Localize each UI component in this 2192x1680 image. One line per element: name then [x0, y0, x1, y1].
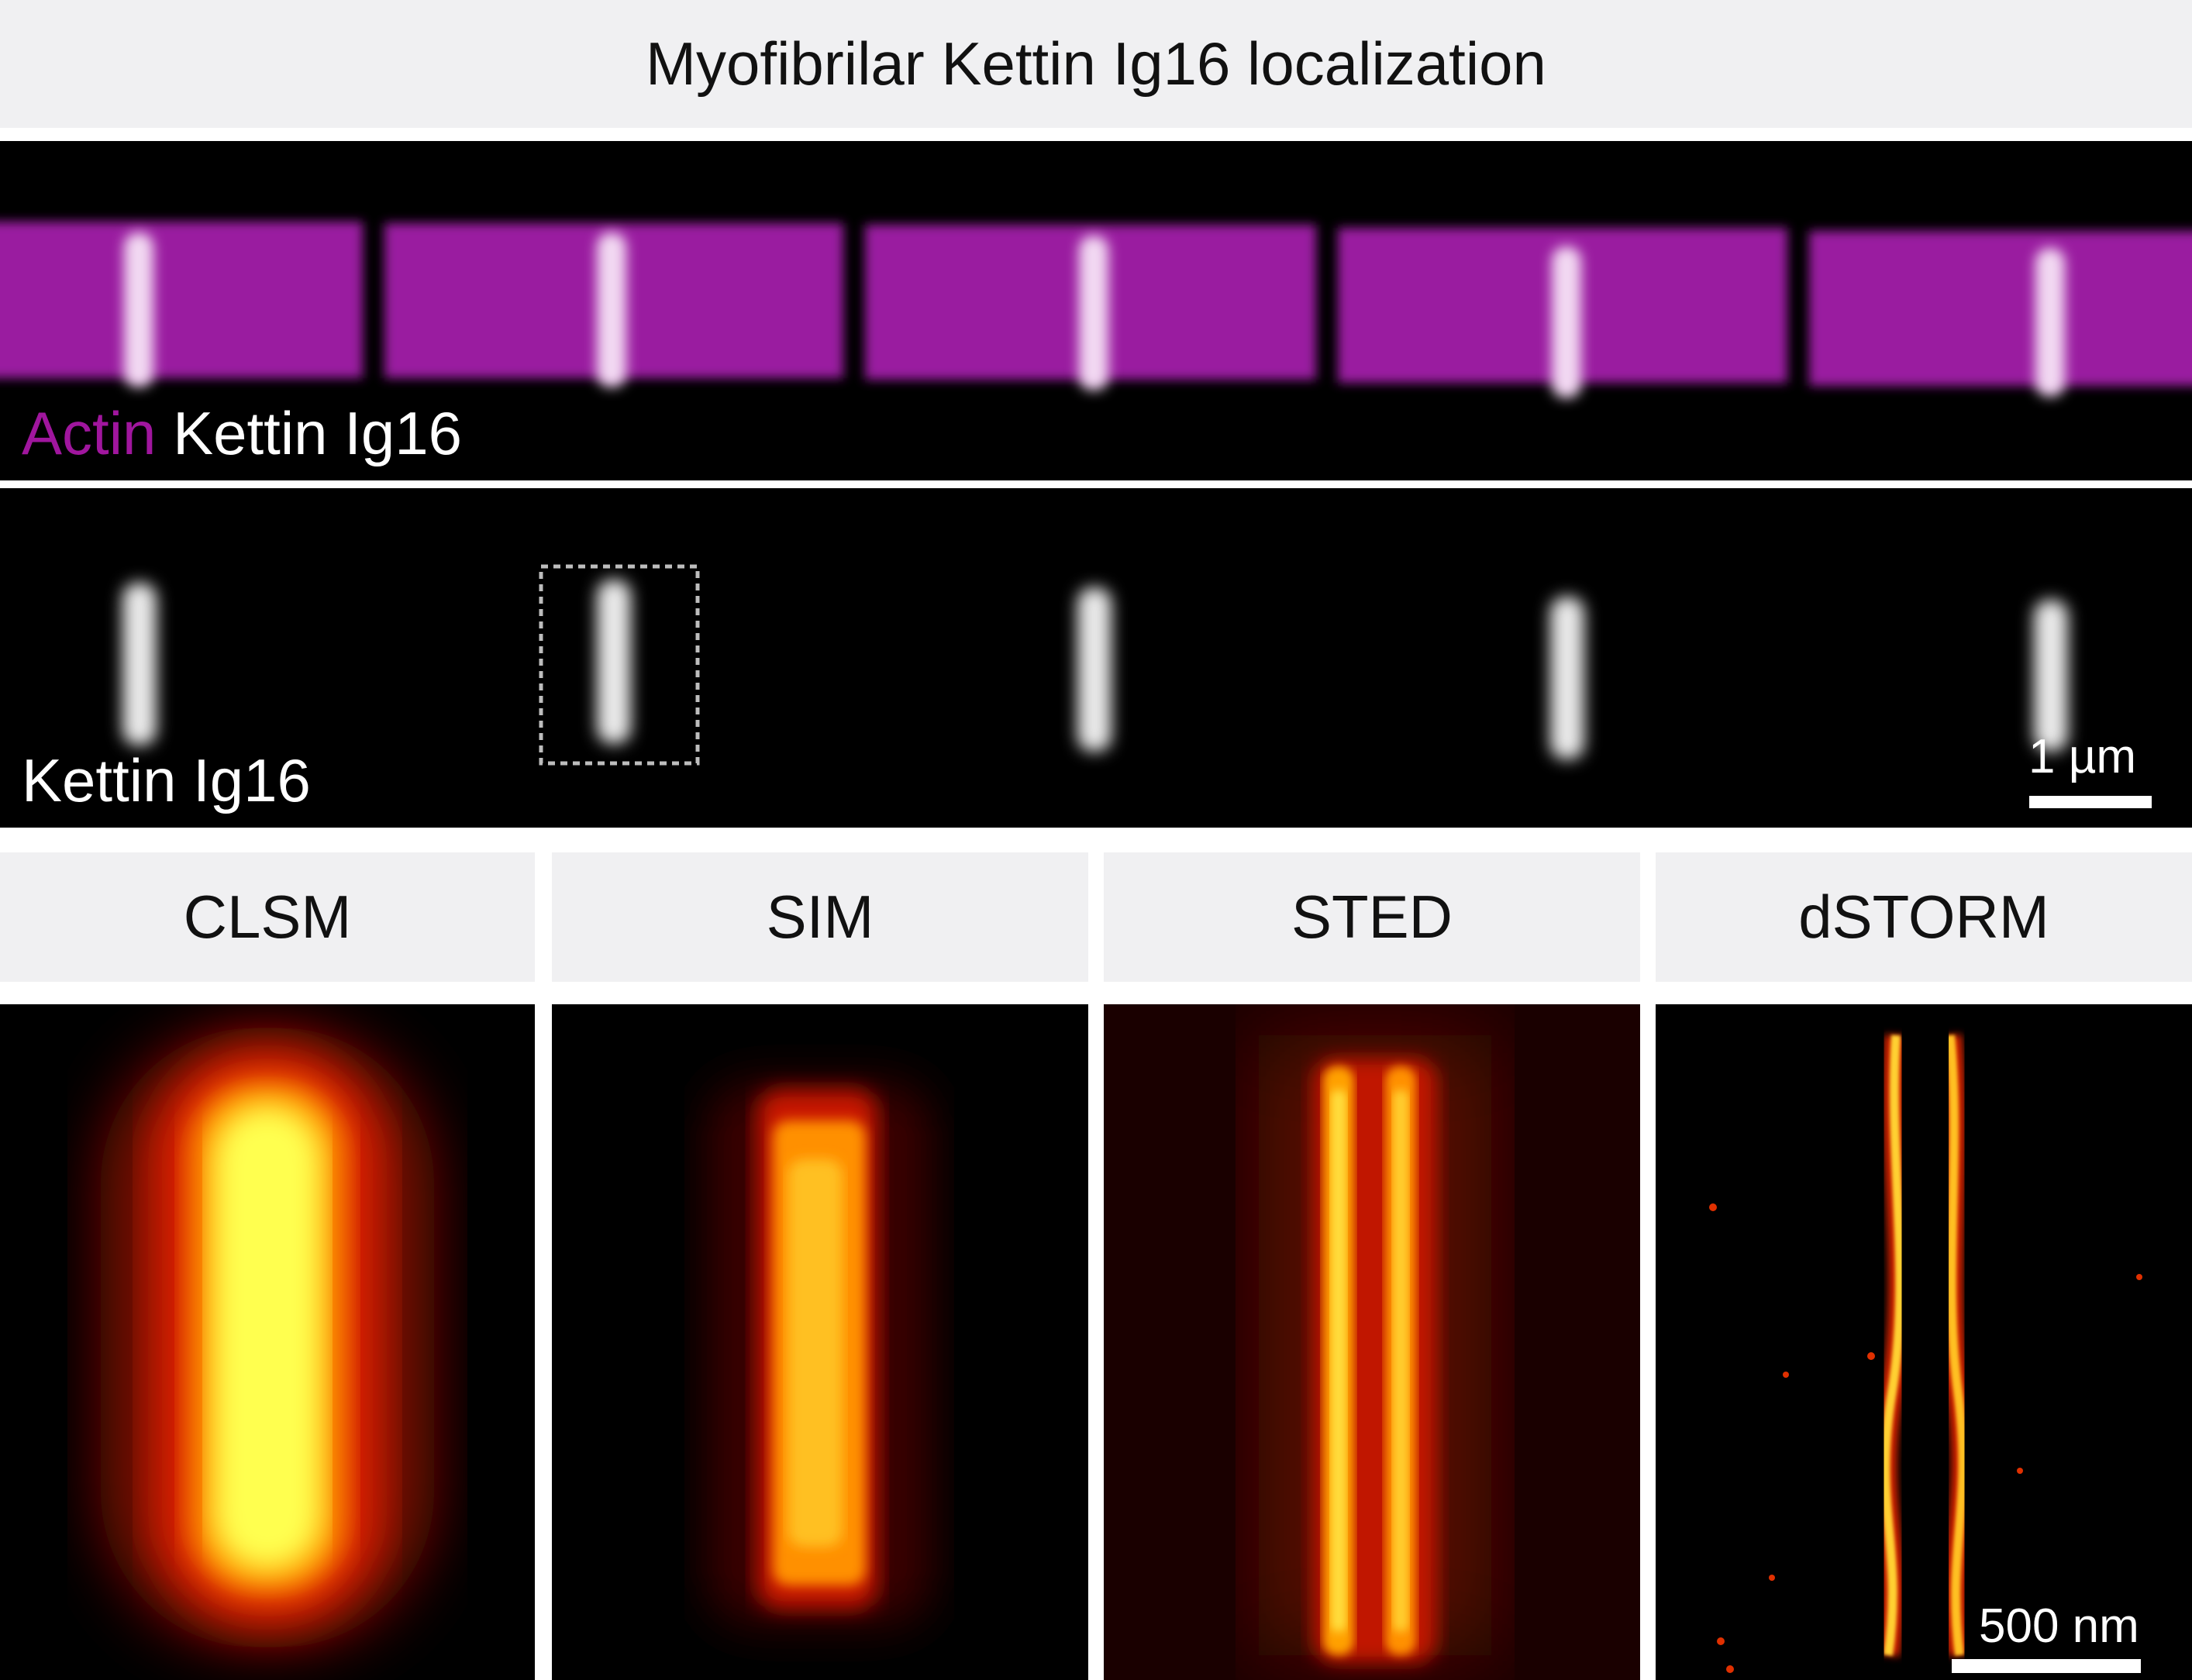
dstorm-spot: [1867, 1352, 1875, 1360]
sim-image: [707, 1082, 932, 1624]
dstorm-spot: [2017, 1468, 2023, 1474]
kettin-image-panel: [0, 488, 2192, 828]
dstorm-spot: [1783, 1372, 1789, 1378]
dstorm-spot: [1726, 1665, 1734, 1673]
method-name: STED: [1291, 883, 1453, 951]
dstorm-image: [1709, 1034, 2142, 1673]
scalebar-label-500nm: 500 nm: [1979, 1599, 2139, 1653]
figure-title: Myofibrilar Kettin Ig16 localization: [0, 0, 2192, 128]
z-disc-band: [597, 232, 626, 387]
figure-title-text: Myofibrilar Kettin Ig16 localization: [646, 29, 1546, 98]
actin-label: Actin: [22, 399, 157, 467]
kettin-band: [1077, 587, 1112, 752]
zoom-region-box: [539, 564, 700, 766]
sarcomere-segment: [0, 222, 363, 378]
method-header-dstorm: dSTORM: [1656, 852, 2192, 982]
overlay-channel-label: Actin Kettin Ig16: [22, 403, 462, 463]
clsm-core: [213, 1105, 322, 1570]
z-disc-band: [2035, 248, 2065, 397]
dstorm-spot: [1769, 1575, 1775, 1581]
kettin-band: [2034, 600, 2068, 752]
kettin-band: [597, 580, 631, 744]
dstorm-spot: [1709, 1203, 1717, 1211]
kettin-channel-label: Kettin Ig16: [22, 746, 311, 814]
method-name: CLSM: [183, 883, 352, 951]
sted-image: [1104, 1004, 1640, 1680]
sted-image-panel: [1104, 1004, 1640, 1680]
method-header-sted: STED: [1104, 852, 1640, 982]
method-header-clsm: CLSM: [0, 852, 535, 982]
scalebar-500nm: [1952, 1659, 2141, 1673]
clsm-image-panel: [0, 1004, 535, 1680]
kettin-label: Kettin Ig16: [173, 399, 463, 467]
overlay-image: [0, 222, 2192, 398]
dstorm-filament-left: [1880, 1035, 1905, 1656]
z-disc-band: [124, 232, 153, 387]
overlay-image-panel: [0, 141, 2192, 480]
scalebar-label-1um: 1 µm: [2028, 730, 2137, 783]
kettin-band: [122, 583, 157, 745]
z-disc-band: [1552, 246, 1581, 398]
method-name: dSTORM: [1798, 883, 2049, 951]
dstorm-spot: [1717, 1637, 1725, 1645]
dstorm-spot: [2136, 1274, 2142, 1280]
method-header-sim: SIM: [552, 852, 1088, 982]
kettin-image: [122, 564, 2068, 766]
scalebar-1um: [2029, 796, 2152, 808]
clsm-image: [101, 1028, 434, 1647]
sarcomere-segment: [1809, 231, 2192, 386]
kettin-band: [1550, 597, 1584, 759]
sim-image-panel: [552, 1004, 1088, 1680]
sted-line-left-core: [1331, 1090, 1346, 1632]
sim-core: [788, 1159, 843, 1547]
dstorm-filament-right: [1946, 1035, 1968, 1656]
z-disc-band: [1079, 236, 1108, 391]
method-name: SIM: [766, 883, 874, 951]
sted-line-right-core: [1393, 1090, 1408, 1632]
dstorm-image-panel: [1656, 1004, 2192, 1680]
